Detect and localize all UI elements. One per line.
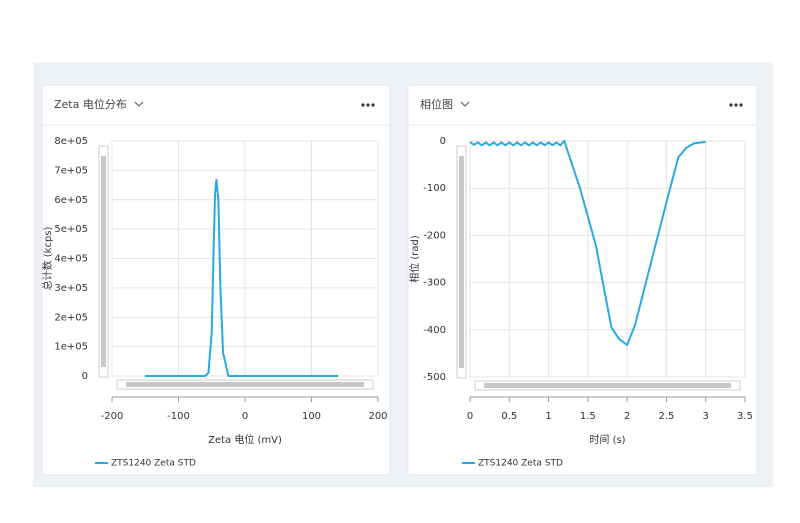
horizontal-scrollbar-thumb[interactable] <box>484 383 731 388</box>
x-tick-label: 1 <box>545 411 551 422</box>
y-axis-label: 相位 (rad) <box>408 235 421 283</box>
y-tick-label: -400 <box>423 325 446 336</box>
y-tick-label: 4e+05 <box>54 254 88 265</box>
vertical-scrollbar-thumb[interactable] <box>101 156 106 367</box>
x-tick-label: 2.5 <box>658 411 674 422</box>
x-tick-label: 100 <box>302 411 321 422</box>
y-tick-label: -200 <box>423 230 446 241</box>
y-tick-label: 0 <box>82 371 88 382</box>
card <box>41 84 391 476</box>
card-title[interactable]: 相位图 <box>420 97 453 111</box>
horizontal-scrollbar-thumb[interactable] <box>126 382 364 387</box>
x-tick-label: 2 <box>624 411 630 422</box>
legend-label: ZTS1240 Zeta STD <box>478 459 563 469</box>
x-tick-label: -100 <box>167 411 190 422</box>
dropdown-chevron[interactable] <box>460 101 470 107</box>
more-menu[interactable] <box>361 103 375 107</box>
y-tick-label: -500 <box>423 372 446 383</box>
series-line <box>469 139 706 347</box>
series-line <box>145 179 339 377</box>
y-tick-label: 2e+05 <box>54 312 88 323</box>
x-tick-label: 3.5 <box>737 411 753 422</box>
x-tick-label: 3 <box>703 411 709 422</box>
y-axis-label: 总计数 (kcps) <box>41 226 54 290</box>
x-tick-label: 200 <box>368 411 387 422</box>
x-axis-label: 时间 (s) <box>589 433 625 446</box>
x-tick-label: -200 <box>101 411 124 422</box>
y-tick-label: -100 <box>423 183 446 194</box>
y-tick-label: 7e+05 <box>54 165 88 176</box>
legend-label: ZTS1240 Zeta STD <box>111 459 196 469</box>
y-tick-label: 3e+05 <box>54 283 88 294</box>
vertical-scrollbar-thumb[interactable] <box>459 156 464 368</box>
x-tick-label: 0 <box>242 411 248 422</box>
x-axis-label: Zeta 电位 (mV) <box>208 433 282 446</box>
more-menu[interactable] <box>729 103 743 107</box>
y-tick-label: 6e+05 <box>54 195 88 206</box>
x-tick-label: 0 <box>467 411 473 422</box>
y-tick-label: 8e+05 <box>54 136 88 147</box>
y-tick-label: 0 <box>440 136 446 147</box>
x-tick-label: 0.5 <box>501 411 517 422</box>
x-tick-label: 1.5 <box>580 411 596 422</box>
y-tick-label: 5e+05 <box>54 224 88 235</box>
card-title[interactable]: Zeta 电位分布 <box>54 97 127 111</box>
dropdown-chevron[interactable] <box>134 101 144 107</box>
y-tick-label: -300 <box>423 278 446 289</box>
y-tick-label: 1e+05 <box>54 342 88 353</box>
